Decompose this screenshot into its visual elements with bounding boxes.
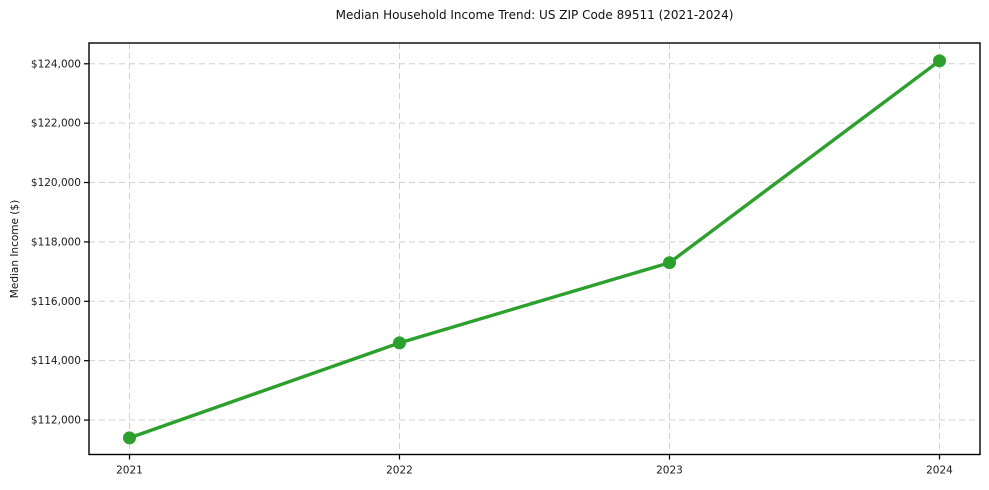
- data-point-marker: [393, 336, 406, 350]
- y-tick-label: $114,000: [31, 355, 81, 367]
- y-tick-label: $120,000: [31, 177, 81, 189]
- y-tick-label: $124,000: [31, 58, 81, 70]
- plot-border: [88, 42, 981, 456]
- x-tick-label: 2022: [386, 465, 413, 477]
- y-tick-label: $118,000: [31, 236, 81, 248]
- chart-title: Median Household Income Trend: US ZIP Co…: [335, 8, 734, 22]
- x-tick-label: 2024: [926, 465, 953, 477]
- data-point-marker: [663, 256, 676, 270]
- y-tick-label: $122,000: [31, 118, 81, 130]
- y-tick-label: $116,000: [31, 296, 81, 308]
- trend-line: [127, 59, 942, 440]
- x-tick-label: 2023: [656, 465, 683, 477]
- y-axis-label: Median Income ($): [9, 199, 21, 299]
- x-tick-label: 2021: [116, 465, 143, 477]
- y-tick-label: $112,000: [31, 415, 81, 427]
- data-point-marker: [123, 431, 136, 445]
- data-point-marker: [933, 54, 946, 68]
